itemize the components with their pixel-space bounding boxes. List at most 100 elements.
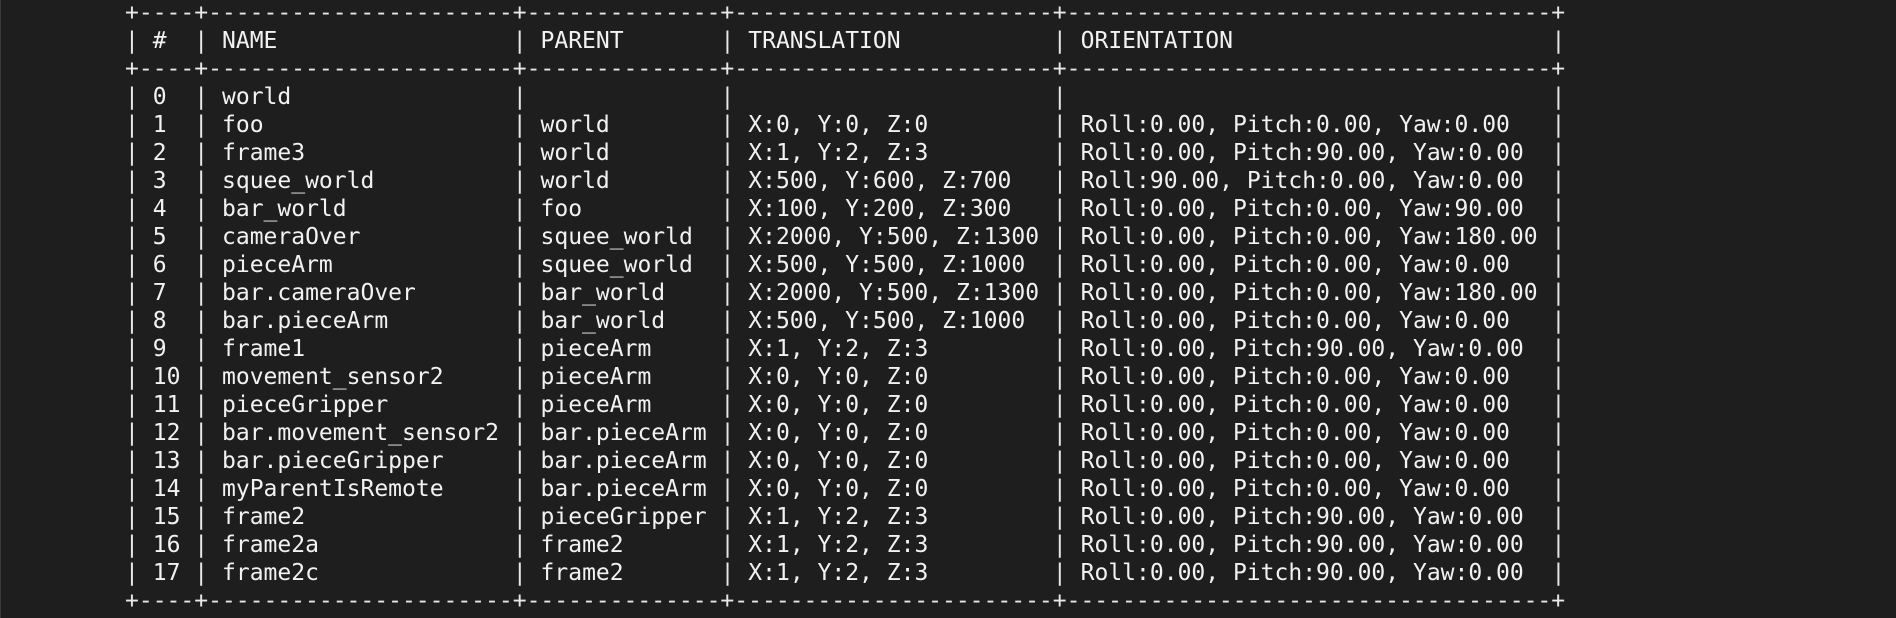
header-translation: TRANSLATION (748, 28, 901, 54)
column-divider: | (194, 112, 209, 138)
cell-translation: X:1, Y:2, Z:3 (748, 140, 929, 166)
column-divider: | (720, 196, 735, 222)
column-divider: | (125, 224, 139, 250)
cell-index: 11 (152, 392, 181, 418)
cell-name: bar.movement_sensor2 (222, 420, 499, 446)
header-separator: +----+----------------------+-----------… (125, 56, 1566, 82)
table-row: | 17 | frame2c | frame2 | X:1, Y:2, Z:3 … (125, 559, 1565, 587)
terminal-output: +----+----------------------+-----------… (125, 0, 1565, 615)
column-divider: | (512, 560, 527, 586)
column-divider: | (1052, 84, 1067, 110)
column-divider: | (720, 504, 735, 530)
column-divider: | (125, 252, 139, 278)
column-divider: | (720, 252, 735, 278)
cell-index: 12 (152, 420, 181, 446)
column-divider: | (1052, 252, 1067, 278)
cell-parent: pieceGripper (540, 504, 707, 530)
table-bottom-border: +----+----------------------+-----------… (125, 588, 1566, 614)
column-divider: | (720, 308, 735, 334)
column-divider: | (194, 560, 209, 586)
column-divider: | (194, 224, 209, 250)
column-divider: | (720, 140, 735, 166)
cell-parent: pieceArm (540, 336, 652, 362)
cell-orientation: Roll:0.00, Pitch:0.00, Yaw:0.00 (1080, 112, 1510, 138)
column-divider: | (720, 420, 735, 446)
column-divider: | (1551, 448, 1566, 474)
cell-parent: bar_world (540, 280, 666, 306)
column-divider: | (1052, 532, 1067, 558)
column-divider: | (720, 476, 735, 502)
cell-orientation: Roll:0.00, Pitch:0.00, Yaw:90.00 (1080, 196, 1524, 222)
cell-index: 17 (152, 560, 181, 586)
column-divider: | (720, 392, 735, 418)
table-row: | 16 | frame2a | frame2 | X:1, Y:2, Z:3 … (125, 531, 1565, 559)
cell-parent: squee_world (540, 224, 693, 250)
column-divider: | (512, 448, 527, 474)
cell-name: frame2a (222, 532, 319, 558)
table-row: | 9 | frame1 | pieceArm | X:1, Y:2, Z:3 … (125, 335, 1565, 363)
column-divider: | (125, 196, 139, 222)
column-divider: | (512, 168, 527, 194)
cell-parent: bar_world (540, 308, 666, 334)
column-divider: | (1551, 140, 1566, 166)
table-row: | 5 | cameraOver | squee_world | X:2000,… (125, 223, 1565, 251)
table-row: | 2 | frame3 | world | X:1, Y:2, Z:3 | R… (125, 139, 1565, 167)
cell-translation: X:0, Y:0, Z:0 (748, 392, 929, 418)
cell-name: world (222, 84, 292, 110)
column-divider: | (1052, 560, 1067, 586)
cell-index: 10 (152, 364, 181, 390)
table-row: | 8 | bar.pieceArm | bar_world | X:500, … (125, 307, 1565, 335)
cell-index: 16 (152, 532, 181, 558)
column-divider: | (1052, 112, 1067, 138)
cell-name: cameraOver (222, 224, 361, 250)
cell-orientation: Roll:0.00, Pitch:0.00, Yaw:0.00 (1080, 308, 1510, 334)
column-divider: | (125, 140, 139, 166)
cell-name: squee_world (222, 168, 375, 194)
column-divider: | (125, 308, 139, 334)
cell-index: 7 (152, 280, 167, 306)
column-divider: | (1052, 392, 1067, 418)
column-divider: | (194, 308, 209, 334)
table-row: | 4 | bar_world | foo | X:100, Y:200, Z:… (125, 195, 1565, 223)
column-divider: | (720, 336, 735, 362)
column-divider: | (1052, 28, 1067, 54)
cell-name: bar.cameraOver (222, 280, 416, 306)
column-divider: | (512, 112, 527, 138)
cell-orientation: Roll:90.00, Pitch:0.00, Yaw:0.00 (1080, 168, 1524, 194)
table-row: | 6 | pieceArm | squee_world | X:500, Y:… (125, 251, 1565, 279)
column-divider: | (1551, 252, 1566, 278)
column-divider: | (125, 448, 139, 474)
cell-index: 1 (152, 112, 167, 138)
column-divider: | (1551, 224, 1566, 250)
cell-name: myParentIsRemote (222, 476, 444, 502)
cell-orientation: Roll:0.00, Pitch:0.00, Yaw:0.00 (1080, 364, 1510, 390)
column-divider: | (125, 28, 139, 54)
column-divider: | (1551, 560, 1566, 586)
cell-parent: frame2 (540, 560, 624, 586)
cell-index: 3 (152, 168, 167, 194)
column-divider: | (512, 420, 527, 446)
cell-translation: X:500, Y:500, Z:1000 (748, 252, 1026, 278)
table-row: | 13 | bar.pieceGripper | bar.pieceArm |… (125, 447, 1565, 475)
column-divider: | (194, 532, 209, 558)
column-divider: | (720, 112, 735, 138)
column-divider: | (194, 140, 209, 166)
cell-translation: X:100, Y:200, Z:300 (748, 196, 1012, 222)
cell-translation: X:0, Y:0, Z:0 (748, 448, 929, 474)
cell-index: 15 (152, 504, 181, 530)
column-divider: | (512, 140, 527, 166)
header-row: | # | NAME | PARENT | TRANSLATION | ORIE… (125, 27, 1565, 55)
cell-orientation: Roll:0.00, Pitch:0.00, Yaw:0.00 (1080, 252, 1510, 278)
column-divider: | (194, 196, 209, 222)
column-divider: | (125, 84, 139, 110)
cell-name: frame1 (222, 336, 306, 362)
cell-orientation: Roll:0.00, Pitch:0.00, Yaw:0.00 (1080, 476, 1510, 502)
column-divider: | (194, 420, 209, 446)
column-divider: | (720, 448, 735, 474)
cell-parent: pieceArm (540, 364, 652, 390)
column-divider: | (512, 364, 527, 390)
cell-orientation: Roll:0.00, Pitch:90.00, Yaw:0.00 (1080, 560, 1524, 586)
cell-translation: X:500, Y:600, Z:700 (748, 168, 1012, 194)
column-divider: | (1052, 420, 1067, 446)
cell-translation: X:1, Y:2, Z:3 (748, 560, 929, 586)
